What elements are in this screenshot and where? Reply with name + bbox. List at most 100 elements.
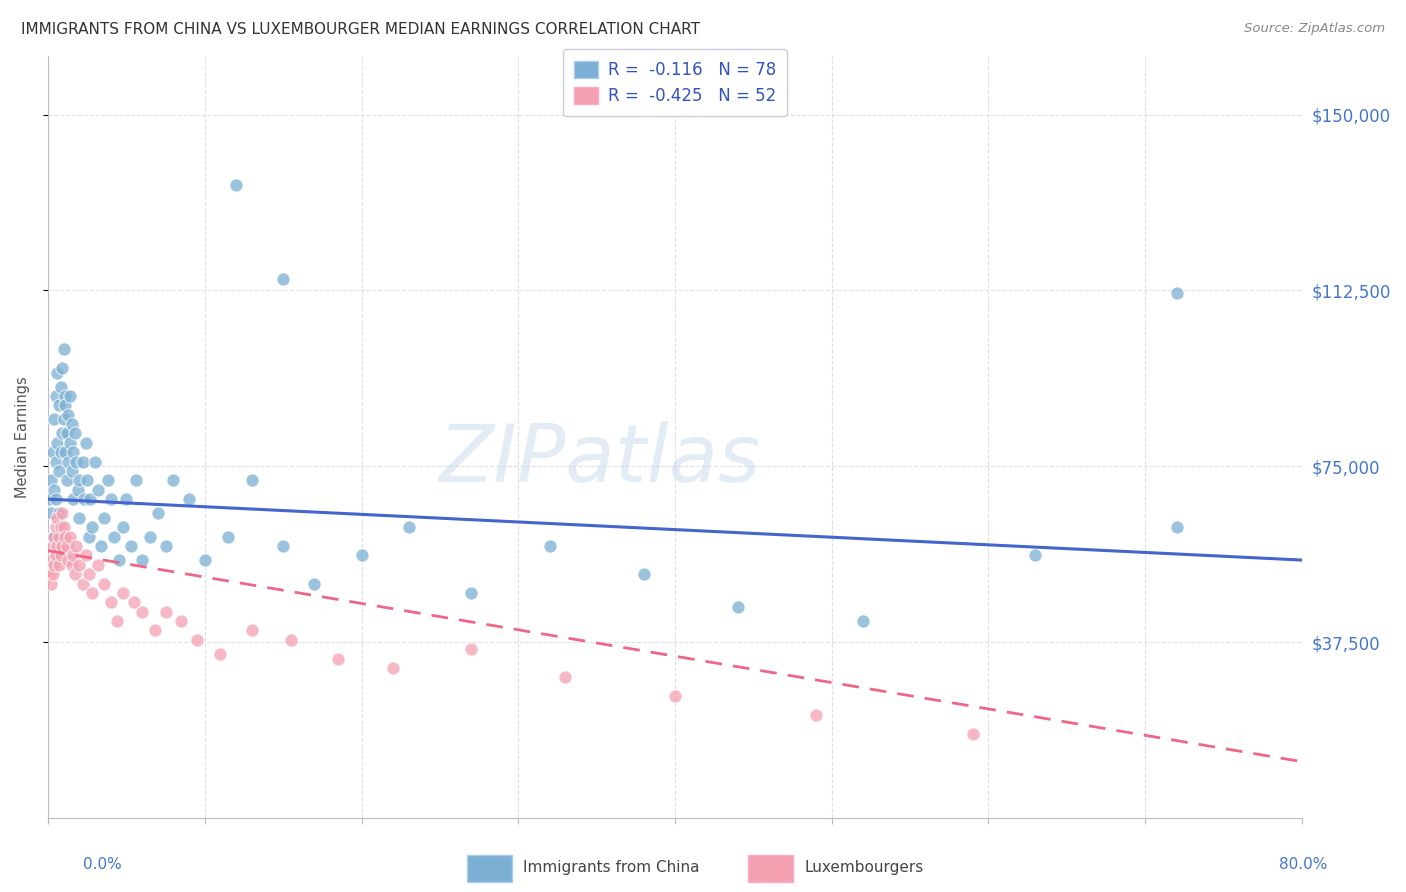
Point [39, 474, 62, 488]
Point [49, 520, 72, 534]
Point [381, 661, 404, 675]
Point [46, 539, 69, 553]
Text: Source: ZipAtlas.com: Source: ZipAtlas.com [1244, 22, 1385, 36]
Point [90, 539, 112, 553]
Point [664, 689, 686, 703]
Point [45, 492, 67, 507]
Point [38, 567, 60, 582]
Point [143, 624, 166, 638]
Point [84, 455, 107, 469]
Point [52, 412, 75, 426]
Point [105, 614, 128, 628]
Point [58, 408, 80, 422]
Point [209, 647, 232, 661]
Point [271, 539, 294, 553]
Point [240, 474, 263, 488]
Point [53, 389, 76, 403]
Point [60, 558, 83, 572]
Point [962, 726, 984, 740]
Point [38, 492, 60, 507]
Point [162, 474, 184, 488]
Point [1166, 520, 1188, 534]
Point [58, 455, 80, 469]
Point [39, 553, 62, 567]
Point [49, 445, 72, 459]
Point [103, 530, 125, 544]
Point [45, 455, 67, 469]
Point [93, 511, 115, 525]
Point [112, 586, 135, 600]
Point [179, 492, 201, 507]
Point [115, 492, 138, 507]
Point [194, 553, 217, 567]
Point [93, 576, 115, 591]
Point [240, 624, 263, 638]
Point [45, 389, 67, 403]
Point [852, 614, 875, 628]
Point [39, 576, 62, 591]
Point [60, 417, 83, 431]
Point [76, 474, 98, 488]
Point [56, 539, 79, 553]
Point [225, 178, 247, 192]
Point [44, 558, 66, 572]
Point [58, 553, 80, 567]
Text: ZIPatlas: ZIPatlas [439, 421, 761, 499]
Point [46, 435, 69, 450]
Point [72, 455, 94, 469]
Point [46, 511, 69, 525]
Point [727, 599, 749, 614]
Point [63, 567, 86, 582]
Point [100, 492, 122, 507]
Point [65, 455, 87, 469]
Point [125, 474, 148, 488]
Point [80, 586, 103, 600]
Point [49, 379, 72, 393]
Point [804, 707, 827, 722]
Point [48, 530, 70, 544]
Point [304, 576, 326, 591]
Point [59, 435, 82, 450]
Point [49, 549, 72, 563]
Point [120, 539, 142, 553]
Text: 80.0%: 80.0% [1279, 857, 1327, 872]
Point [67, 474, 90, 488]
Point [122, 595, 145, 609]
Point [51, 360, 73, 375]
Point [48, 558, 70, 572]
Point [326, 651, 349, 665]
Point [51, 539, 73, 553]
Text: IMMIGRANTS FROM CHINA VS LUXEMBOURGER MEDIAN EARNINGS CORRELATION CHART: IMMIGRANTS FROM CHINA VS LUXEMBOURGER ME… [21, 22, 700, 37]
Point [44, 412, 66, 426]
Point [1166, 285, 1188, 300]
Point [51, 506, 73, 520]
Point [75, 549, 97, 563]
Point [52, 342, 75, 356]
Text: Luxembourgers: Luxembourgers [804, 860, 924, 875]
Point [107, 553, 129, 567]
Point [53, 445, 76, 459]
Point [42, 539, 65, 553]
Point [44, 483, 66, 497]
Point [45, 520, 67, 534]
Text: Immigrants from China: Immigrants from China [523, 860, 700, 875]
Point [538, 539, 561, 553]
Point [79, 492, 101, 507]
Point [56, 474, 79, 488]
Point [39, 506, 62, 520]
Point [131, 553, 153, 567]
Point [48, 398, 70, 412]
Point [77, 530, 100, 544]
Point [65, 539, 87, 553]
Point [53, 398, 76, 412]
Point [62, 492, 84, 507]
Point [75, 435, 97, 450]
Point [398, 520, 420, 534]
Point [87, 558, 110, 572]
Point [87, 483, 110, 497]
Point [46, 366, 69, 380]
Point [217, 530, 239, 544]
Point [63, 426, 86, 441]
Point [80, 520, 103, 534]
Point [170, 614, 193, 628]
